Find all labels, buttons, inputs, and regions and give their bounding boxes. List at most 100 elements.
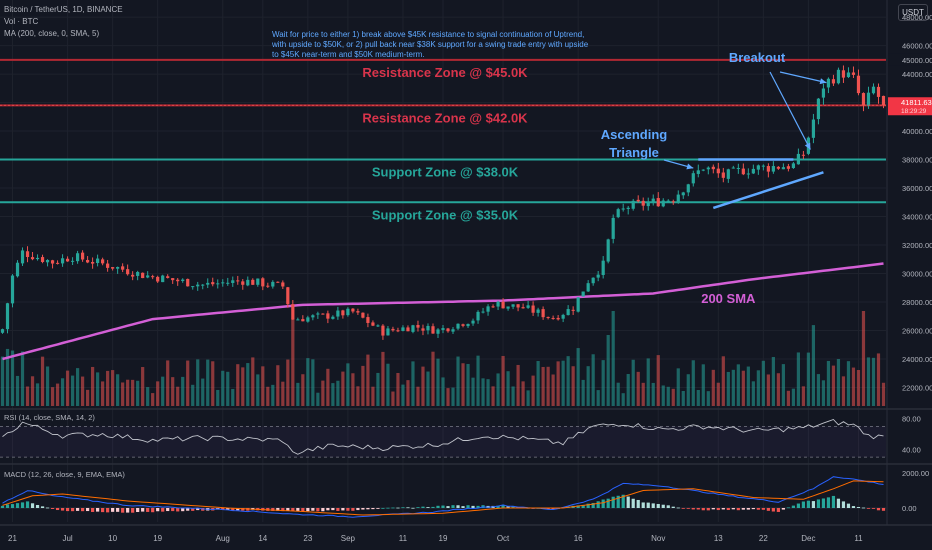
volume-bar [551, 374, 555, 406]
macd-histogram-bar [80, 508, 85, 512]
candle [431, 326, 435, 334]
candle [10, 275, 15, 304]
macd-histogram-bar [476, 505, 480, 508]
volume-bar [826, 360, 831, 406]
price-tick-label: 40000.00 [902, 127, 932, 136]
candle [466, 323, 470, 327]
volume-bar [366, 354, 370, 406]
volume-bar [141, 367, 145, 406]
candle [556, 317, 560, 320]
volume-bar [411, 361, 415, 406]
volume-bar [216, 389, 220, 406]
macd-histogram-bar [576, 505, 580, 508]
macd-histogram-bar [711, 508, 715, 510]
volume-bar [581, 379, 585, 406]
macd-histogram-bar [321, 508, 325, 512]
rsi-band [0, 426, 886, 458]
volume-bar [796, 352, 801, 406]
macd-histogram-bar [706, 508, 710, 511]
macd-histogram-bar [606, 498, 610, 508]
volume-bar [55, 383, 60, 406]
volume-bar [526, 390, 530, 406]
volume-bar [246, 363, 250, 406]
candle [366, 317, 370, 323]
time-tick-label: 19 [439, 534, 448, 543]
macd-histogram-bar [461, 506, 465, 508]
candle [206, 282, 210, 285]
macd-histogram-bar [771, 508, 775, 512]
volume-bar [661, 385, 665, 406]
macd-histogram-bar [96, 508, 100, 512]
volume-bar [866, 357, 871, 406]
volume-bar [291, 318, 295, 406]
candle [361, 312, 365, 318]
time-tick-label: 21 [8, 534, 17, 543]
volume-bar [821, 380, 826, 406]
candle [831, 79, 836, 84]
currency-button[interactable]: USDT [898, 4, 928, 21]
candle [651, 198, 655, 202]
volume-bar [491, 386, 495, 406]
candle [331, 316, 335, 319]
candle [121, 266, 125, 270]
macd-histogram-bar [651, 503, 655, 508]
macd-histogram-bar [116, 508, 120, 512]
price-tick-label: 44000.00 [902, 70, 932, 79]
volume-bar [191, 384, 195, 406]
candle [96, 258, 100, 263]
price-tick-label: 38000.00 [902, 156, 932, 165]
rsi-tick-label: 40.00 [902, 445, 921, 454]
price-tick-label: 48000.00 [902, 13, 932, 22]
macd-histogram-bar [276, 508, 280, 511]
annotation-triangle: Triangle [609, 145, 659, 160]
candle [456, 323, 460, 329]
macd-histogram-bar [241, 508, 245, 511]
volume-bar [416, 386, 420, 406]
volume-bar [296, 382, 300, 406]
macd-histogram-bar [456, 505, 460, 508]
volume-bar [881, 382, 886, 406]
macd-histogram-bar [806, 500, 811, 508]
macd-histogram-bar [446, 506, 450, 508]
volume-bar [501, 355, 505, 406]
price-tick-label: 32000.00 [902, 241, 932, 250]
volume-bar [611, 311, 615, 406]
candle [416, 324, 420, 328]
candle [811, 119, 816, 138]
macd-histogram-bar [106, 508, 110, 513]
macd-histogram-bar [15, 503, 20, 508]
time-tick-label: 16 [574, 534, 583, 543]
candle [586, 283, 590, 292]
volume-bar [666, 386, 670, 406]
candle [551, 317, 555, 319]
candle [276, 281, 280, 283]
sma-line [2, 262, 884, 361]
macd-histogram-bar [311, 508, 315, 511]
macd-histogram-bar [70, 508, 75, 512]
volume-bar [261, 366, 265, 406]
volume-bar [466, 363, 470, 406]
candle [176, 279, 180, 282]
candle [536, 309, 540, 313]
volume-bar [711, 369, 715, 406]
volume-bar [761, 360, 765, 406]
volume-bar [676, 368, 680, 406]
macd-histogram-bar [876, 508, 881, 511]
candle [771, 166, 775, 172]
annotation-breakout: Breakout [729, 50, 786, 65]
macd-histogram-bar [786, 507, 790, 509]
volume-bar [176, 386, 180, 406]
macd-legend: MACD (12, 26, close, 9, EMA, EMA) [4, 470, 125, 479]
macd-histogram-bar [791, 505, 795, 508]
macd-histogram-bar [356, 508, 360, 511]
volume-bar [606, 334, 610, 406]
candle [786, 166, 790, 169]
volume-bar [716, 382, 720, 406]
volume-bar [451, 387, 455, 406]
candle [261, 278, 265, 287]
macd-histogram-bar [231, 508, 235, 511]
macd-histogram-bar [746, 508, 750, 510]
volume-bar [646, 358, 650, 406]
macd-histogram-bar [881, 508, 886, 511]
